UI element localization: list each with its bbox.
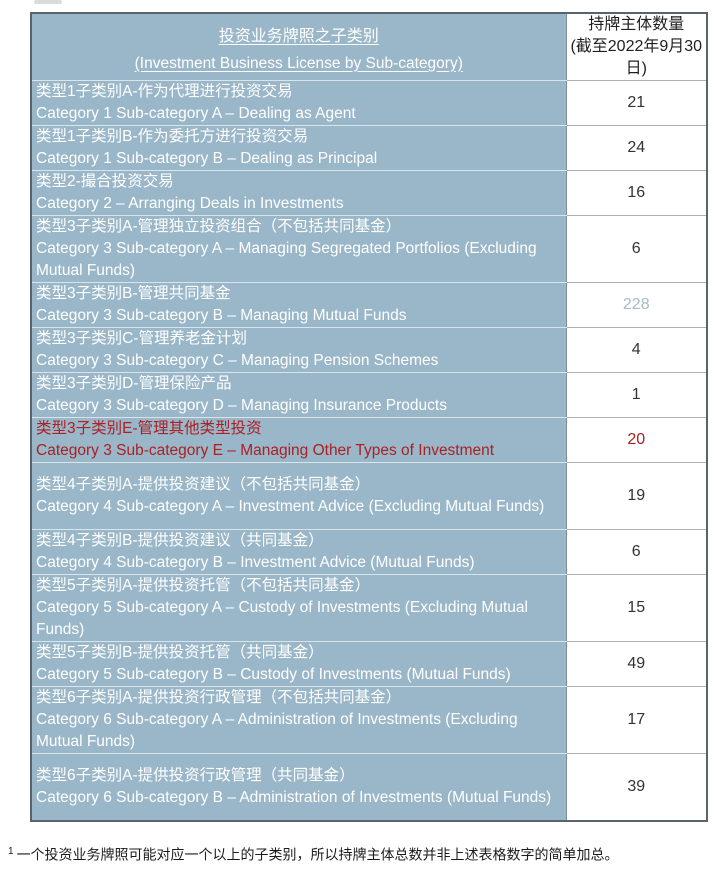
row-category-en: Category 4 Sub-category A – Investment A… bbox=[36, 498, 545, 515]
row-category-cell: 类型3子类别A-管理独立投资组合（不包括共同基金） Category 3 Sub-… bbox=[31, 215, 567, 283]
count-header-line2: (截至2022年9月30日) bbox=[570, 38, 703, 77]
row-category-cell: 类型3子类别B-管理共同基金 Category 3 Sub-category B … bbox=[31, 282, 567, 328]
table-row: 类型3子类别B-管理共同基金 Category 3 Sub-category B … bbox=[31, 282, 707, 328]
row-category-en: Category 3 Sub-category E – Managing Oth… bbox=[36, 442, 495, 459]
license-table: 投资业务牌照之子类别 (Investment Business License … bbox=[30, 12, 708, 822]
row-count: 21 bbox=[566, 80, 707, 126]
row-category-en: Category 3 Sub-category D – Managing Ins… bbox=[36, 397, 447, 414]
header-row: 投资业务牌照之子类别 (Investment Business License … bbox=[31, 13, 707, 81]
table-body: 类型1子类别A-作为代理进行投资交易 Category 1 Sub-categor… bbox=[31, 80, 707, 821]
table-row: 类型3子类别C-管理养老金计划 Category 3 Sub-category C… bbox=[31, 327, 707, 373]
table-row: 类型3子类别E-管理其他类型投资 Category 3 Sub-category … bbox=[31, 417, 707, 463]
row-category-en: Category 3 Sub-category A – Managing Seg… bbox=[36, 240, 537, 279]
row-category-zh: 类型2-撮合投资交易 bbox=[36, 173, 174, 190]
count-header-line1: 持牌主体数量 bbox=[588, 16, 685, 33]
table-row: 类型1子类别B-作为委托方进行投资交易 Category 1 Sub-catego… bbox=[31, 125, 707, 171]
row-category-en: Category 1 Sub-category A – Dealing as A… bbox=[36, 105, 356, 122]
footnote: 1 一个投资业务牌照可能对应一个以上的子类别，所以持牌主体总数并非上述表格数字的简… bbox=[8, 843, 713, 864]
row-category-zh: 类型5子类别A-提供投资托管（不包括共同基金） bbox=[36, 577, 371, 594]
row-category-cell: 类型1子类别B-作为委托方进行投资交易 Category 1 Sub-catego… bbox=[31, 125, 567, 171]
table-row: 类型4子类别B-提供投资建议（共同基金） Category 4 Sub-categ… bbox=[31, 529, 707, 575]
row-category-zh: 类型6子类别A-提供投资行政管理（共同基金） bbox=[36, 766, 355, 784]
row-category-cell: 类型1子类别A-作为代理进行投资交易 Category 1 Sub-categor… bbox=[31, 80, 567, 126]
row-category-zh: 类型6子类别A-提供投资行政管理（不包括共同基金） bbox=[36, 689, 402, 706]
table-row: 类型5子类别A-提供投资托管（不包括共同基金） Category 5 Sub-ca… bbox=[31, 574, 707, 642]
row-count: 20 bbox=[566, 417, 707, 463]
row-category-en: Category 3 Sub-category B – Managing Mut… bbox=[36, 307, 407, 324]
row-category-en: Category 1 Sub-category B – Dealing as P… bbox=[36, 150, 378, 167]
row-count: 1 bbox=[566, 372, 707, 418]
row-category-cell: 类型3子类别C-管理养老金计划 Category 3 Sub-category C… bbox=[31, 327, 567, 373]
row-category-zh: 类型5子类别B-提供投资托管（共同基金） bbox=[36, 644, 324, 661]
row-category-cell: 类型6子类别A-提供投资行政管理（不包括共同基金） Category 6 Sub-… bbox=[31, 686, 567, 754]
row-category-en: Category 2 – Arranging Deals in Investme… bbox=[36, 195, 344, 212]
row-count: 19 bbox=[566, 462, 707, 530]
row-count: 15 bbox=[566, 574, 707, 642]
row-category-zh: 类型3子类别E-管理其他类型投资 bbox=[36, 420, 262, 437]
table-row: 类型4子类别A-提供投资建议（不包括共同基金） Category 4 Sub-ca… bbox=[31, 462, 707, 530]
row-category-cell: 类型3子类别D-管理保险产品 Category 3 Sub-category D … bbox=[31, 372, 567, 418]
table-row: 类型2-撮合投资交易 Category 2 – Arranging Deals i… bbox=[31, 170, 707, 216]
row-category-zh: 类型3子类别B-管理共同基金 bbox=[36, 285, 231, 302]
row-category-cell: 类型4子类别A-提供投资建议（不包括共同基金） Category 4 Sub-ca… bbox=[31, 462, 567, 530]
row-category-zh: 类型3子类别A-管理独立投资组合（不包括共同基金） bbox=[36, 218, 402, 235]
row-category-cell: 类型2-撮合投资交易 Category 2 – Arranging Deals i… bbox=[31, 170, 567, 216]
row-category-zh: 类型3子类别D-管理保险产品 bbox=[36, 375, 232, 392]
table-row: 类型1子类别A-作为代理进行投资交易 Category 1 Sub-categor… bbox=[31, 80, 707, 126]
table-row: 类型3子类别A-管理独立投资组合（不包括共同基金） Category 3 Sub-… bbox=[31, 215, 707, 283]
row-category-zh: 类型3子类别C-管理养老金计划 bbox=[36, 330, 247, 347]
row-category-en: Category 5 Sub-category B – Custody of I… bbox=[36, 666, 511, 683]
row-count: 17 bbox=[566, 686, 707, 754]
row-count: 49 bbox=[566, 641, 707, 687]
row-count: 4 bbox=[566, 327, 707, 373]
row-count: 16 bbox=[566, 170, 707, 216]
row-category-zh: 类型1子类别B-作为委托方进行投资交易 bbox=[36, 128, 309, 145]
row-category-en: Category 5 Sub-category A – Custody of I… bbox=[36, 599, 528, 638]
row-category-zh: 类型4子类别B-提供投资建议（共同基金） bbox=[36, 532, 324, 549]
row-category-cell: 类型5子类别B-提供投资托管（共同基金） Category 5 Sub-categ… bbox=[31, 641, 567, 687]
row-category-en: Category 6 Sub-category B – Administrati… bbox=[36, 788, 552, 806]
row-count: 228 bbox=[566, 282, 707, 328]
row-category-cell: 类型4子类别B-提供投资建议（共同基金） Category 4 Sub-categ… bbox=[31, 529, 567, 575]
row-category-zh: 类型1子类别A-作为代理进行投资交易 bbox=[36, 83, 293, 100]
table-row: 类型6子类别A-提供投资行政管理（共同基金） Category 6 Sub-cat… bbox=[31, 753, 707, 821]
row-category-zh: 类型4子类别A-提供投资建议（不包括共同基金） bbox=[36, 476, 371, 493]
row-category-cell: 类型6子类别A-提供投资行政管理（共同基金） Category 6 Sub-cat… bbox=[31, 753, 567, 821]
count-column-header: 持牌主体数量 (截至2022年9月30日) bbox=[566, 13, 707, 81]
row-count: 6 bbox=[566, 529, 707, 575]
row-category-cell: 类型3子类别E-管理其他类型投资 Category 3 Sub-category … bbox=[31, 417, 567, 463]
cropped-text-artifact bbox=[34, 0, 62, 4]
footnote-text: 一个投资业务牌照可能对应一个以上的子类别，所以持牌主体总数并非上述表格数字的简单… bbox=[16, 846, 619, 863]
row-category-cell: 类型5子类别A-提供投资托管（不包括共同基金） Category 5 Sub-ca… bbox=[31, 574, 567, 642]
category-header-en: (Investment Business License by Sub-cate… bbox=[134, 54, 463, 72]
row-category-en: Category 6 Sub-category A – Administrati… bbox=[36, 711, 518, 750]
table-row: 类型3子类别D-管理保险产品 Category 3 Sub-category D … bbox=[31, 372, 707, 418]
footnote-marker: 1 bbox=[8, 846, 14, 857]
category-column-header: 投资业务牌照之子类别 (Investment Business License … bbox=[31, 13, 567, 81]
category-header-zh: 投资业务牌照之子类别 bbox=[218, 27, 379, 45]
table-row: 类型5子类别B-提供投资托管（共同基金） Category 5 Sub-categ… bbox=[31, 641, 707, 687]
row-count: 6 bbox=[566, 215, 707, 283]
row-count: 39 bbox=[566, 753, 707, 821]
row-category-en: Category 4 Sub-category B – Investment A… bbox=[36, 554, 475, 571]
row-count: 24 bbox=[566, 125, 707, 171]
table-row: 类型6子类别A-提供投资行政管理（不包括共同基金） Category 6 Sub-… bbox=[31, 686, 707, 754]
row-category-en: Category 3 Sub-category C – Managing Pen… bbox=[36, 352, 439, 369]
